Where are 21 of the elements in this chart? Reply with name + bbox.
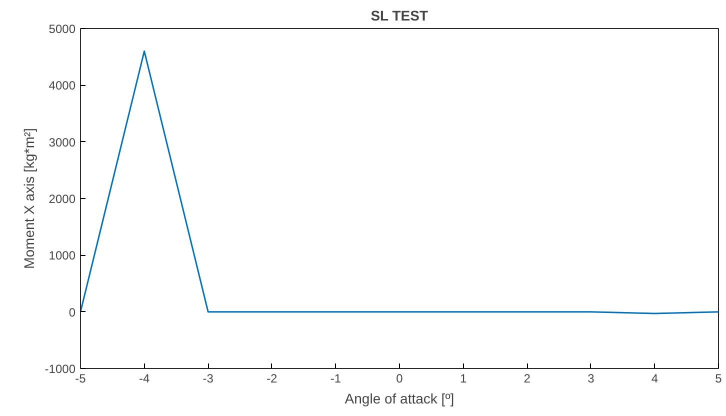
y-tick-label: 0 (68, 305, 76, 320)
y-tick-label: 1000 (48, 248, 76, 263)
x-tick-label: 1 (460, 372, 467, 386)
x-tick-label: 4 (651, 372, 658, 386)
y-tick-label: 2000 (48, 192, 76, 206)
y-axis-title: Moment X axis [kg*m²] (20, 128, 37, 269)
x-axis-title: Angle of attack [º] (344, 390, 454, 406)
y-tick-label: 5000 (48, 22, 76, 36)
x-tick-label: 3 (588, 372, 595, 386)
x-tick-label: 2 (524, 372, 531, 386)
x-tick-label: 5 (715, 372, 722, 386)
y-tick-label: 4000 (48, 78, 76, 93)
x-tick-label: -2 (266, 372, 278, 386)
chart-title: SL TEST (370, 8, 428, 24)
x-tick-label: -4 (138, 372, 150, 386)
y-tick-label: -1000 (44, 362, 76, 376)
y-tick-label: 3000 (48, 135, 76, 150)
x-tick-label: -3 (202, 372, 214, 386)
x-tick-label: -5 (75, 372, 86, 386)
x-tick-label: -1 (330, 372, 342, 386)
x-tick-label: 0 (396, 372, 404, 386)
